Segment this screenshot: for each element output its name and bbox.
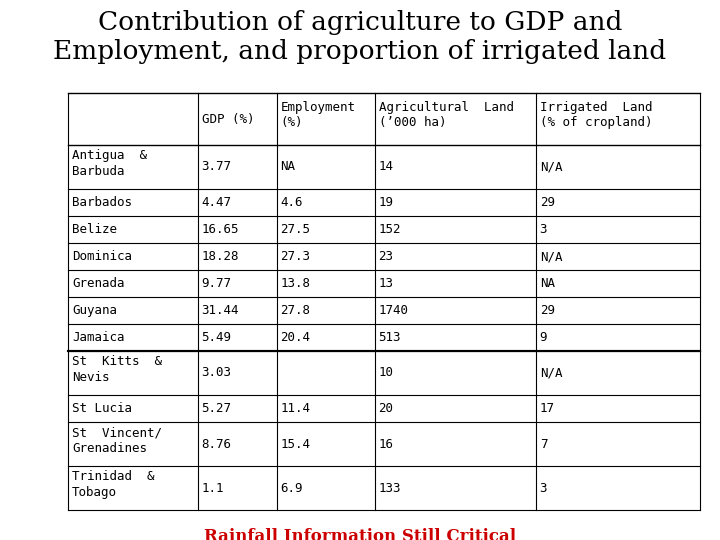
Text: Rainfall Information Still Critical: Rainfall Information Still Critical [204, 528, 516, 540]
Text: St  Vincent/: St Vincent/ [72, 426, 162, 439]
Text: 27.5: 27.5 [281, 223, 310, 236]
Text: Trinidad  &: Trinidad & [72, 470, 155, 483]
Text: (%): (%) [281, 116, 303, 129]
Text: (% of cropland): (% of cropland) [540, 116, 652, 129]
Text: Barbuda: Barbuda [72, 165, 125, 178]
Text: 10: 10 [379, 367, 394, 380]
Text: 11.4: 11.4 [281, 402, 310, 415]
Text: 20.4: 20.4 [281, 331, 310, 344]
Text: GDP (%): GDP (%) [202, 112, 254, 125]
Text: 9.77: 9.77 [202, 277, 232, 290]
Bar [69, 325, 699, 350]
Text: NA: NA [540, 277, 554, 290]
Text: 133: 133 [379, 482, 401, 495]
Text: Antigua  &: Antigua & [72, 149, 147, 162]
Text: 31.44: 31.44 [202, 304, 239, 317]
Text: 5.27: 5.27 [202, 402, 232, 415]
Text: 15.4: 15.4 [281, 437, 310, 450]
Text: 17: 17 [540, 402, 554, 415]
Text: NA: NA [281, 160, 296, 173]
Text: Dominica: Dominica [72, 250, 132, 263]
Text: Irrigated  Land: Irrigated Land [540, 101, 652, 114]
Text: Grenadines: Grenadines [72, 442, 147, 455]
Text: 9: 9 [540, 331, 547, 344]
Text: 14: 14 [379, 160, 394, 173]
Text: 27.8: 27.8 [281, 304, 310, 317]
Text: 4.47: 4.47 [202, 196, 232, 209]
Text: 16.65: 16.65 [202, 223, 239, 236]
Text: Guyana: Guyana [72, 304, 117, 317]
Text: Contribution of agriculture to GDP and
Employment, and proportion of irrigated l: Contribution of agriculture to GDP and E… [53, 10, 667, 64]
Text: Grenada: Grenada [72, 277, 125, 290]
Text: 152: 152 [379, 223, 401, 236]
Text: Nevis: Nevis [72, 371, 109, 384]
Text: St  Kitts  &: St Kitts & [72, 355, 162, 368]
Text: (’000 ha): (’000 ha) [379, 116, 446, 129]
Text: 3: 3 [540, 223, 547, 236]
Text: Agricultural  Land: Agricultural Land [379, 101, 513, 114]
Text: 27.3: 27.3 [281, 250, 310, 263]
Text: 20: 20 [379, 402, 394, 415]
Text: N/A: N/A [540, 367, 562, 380]
Text: 13: 13 [379, 277, 394, 290]
Text: 19: 19 [379, 196, 394, 209]
Text: 18.28: 18.28 [202, 250, 239, 263]
Text: 3: 3 [540, 482, 547, 495]
Text: 6.9: 6.9 [281, 482, 303, 495]
Text: Employment: Employment [281, 101, 356, 114]
Text: 5.49: 5.49 [202, 331, 232, 344]
Text: 4.6: 4.6 [281, 196, 303, 209]
Text: Barbados: Barbados [72, 196, 132, 209]
Text: 7: 7 [540, 437, 547, 450]
Text: St Lucia: St Lucia [72, 402, 132, 415]
Text: 23: 23 [379, 250, 394, 263]
Text: 8.76: 8.76 [202, 437, 232, 450]
Text: 29: 29 [540, 196, 554, 209]
Text: Belize: Belize [72, 223, 117, 236]
Text: 3.03: 3.03 [202, 367, 232, 380]
Text: 513: 513 [379, 331, 401, 344]
Bar [68, 93, 700, 510]
Text: Tobago: Tobago [72, 486, 117, 499]
Text: Jamaica: Jamaica [72, 331, 125, 344]
Text: 1.1: 1.1 [202, 482, 224, 495]
Text: 13.8: 13.8 [281, 277, 310, 290]
Text: 16: 16 [379, 437, 394, 450]
Text: N/A: N/A [540, 250, 562, 263]
Text: 29: 29 [540, 304, 554, 317]
Text: 3.77: 3.77 [202, 160, 232, 173]
Text: 1740: 1740 [379, 304, 408, 317]
Text: N/A: N/A [540, 160, 562, 173]
